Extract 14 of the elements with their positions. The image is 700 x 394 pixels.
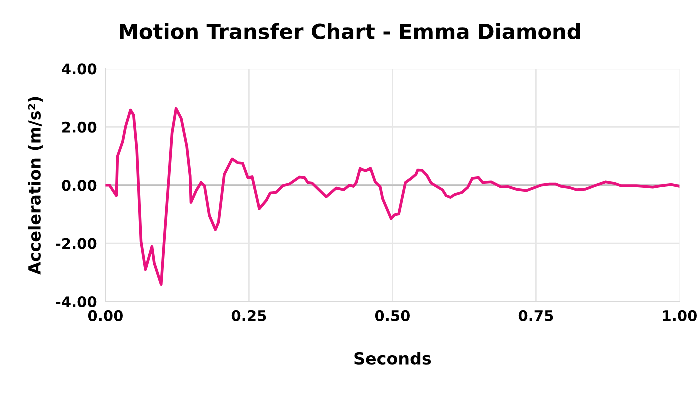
x-tick-label: 0.00 [88, 310, 123, 322]
y-tick-label: 4.00 [62, 64, 97, 75]
chart-title: Motion Transfer Chart - Emma Diamond [120, 23, 580, 40]
y-tick-label: 0.00 [62, 180, 97, 192]
x-tick-label: 0.75 [518, 310, 554, 322]
line-series [106, 107, 680, 286]
x-tick-label: 0.50 [375, 310, 410, 322]
x-axis-title: Seconds [354, 352, 432, 365]
y-tick-label: -4.00 [56, 296, 97, 308]
y-tick-label: -2.00 [56, 238, 97, 250]
x-tick-label: 1.00 [663, 310, 697, 322]
x-tick-label: 0.25 [232, 310, 266, 322]
y-axis-title: Acceleration (m/s²) [28, 97, 43, 275]
y-tick-label: 2.00 [62, 122, 97, 133]
